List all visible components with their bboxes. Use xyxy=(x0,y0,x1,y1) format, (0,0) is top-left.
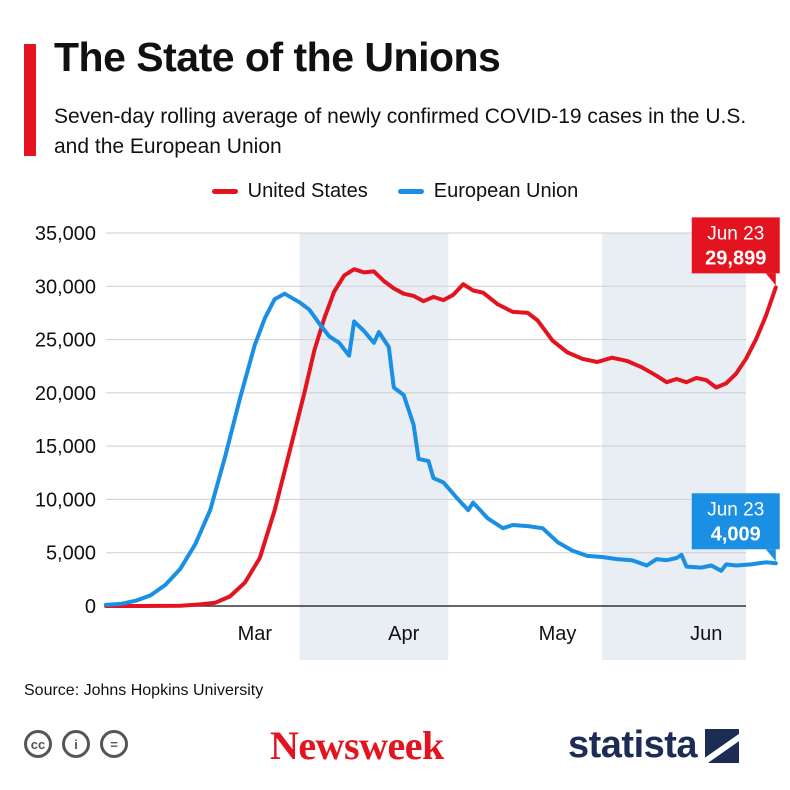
y-tick-label: 20,000 xyxy=(35,383,96,405)
statista-logo: statista xyxy=(568,724,740,767)
license-icons: cc i = xyxy=(24,730,128,758)
chart-subtitle: Seven-day rolling average of newly confi… xyxy=(54,105,747,158)
end-label-value-eu: 4,009 xyxy=(711,523,761,545)
series-line-us xyxy=(104,267,778,608)
legend-label-us: United States xyxy=(247,180,368,202)
x-tick-label: Apr xyxy=(388,623,419,645)
end-label-date-us: Jun 23 xyxy=(707,223,764,244)
end-label-pointer-eu xyxy=(765,549,776,562)
y-tick-label: 25,000 xyxy=(35,330,96,352)
x-tick-label: Jun xyxy=(690,623,722,645)
y-tick-label: 0 xyxy=(85,596,96,618)
legend-swatch-eu xyxy=(397,189,424,194)
legend-label-eu: European Union xyxy=(433,180,579,202)
statista-icon xyxy=(705,728,740,763)
chart-title: The State of the Unions xyxy=(54,34,501,80)
statista-wordmark: statista xyxy=(568,724,698,766)
end-label-value-us: 29,899 xyxy=(705,247,766,269)
end-label-pointer-us xyxy=(765,273,776,286)
end-label-box-us xyxy=(691,217,780,274)
source-note: Source: Johns Hopkins University xyxy=(24,682,264,699)
y-tick-label: 15,000 xyxy=(35,436,96,458)
x-tick-label: Mar xyxy=(238,623,273,645)
legend-item-eu: European Union xyxy=(397,180,579,203)
line-chart: 0 5,000 10,000 15,000 20,000 25,000 30,000 35,0… xyxy=(35,217,780,660)
accent-bar xyxy=(24,44,36,156)
end-label-date-eu: Jun 23 xyxy=(707,499,764,520)
newsweek-logo: Newsweek xyxy=(270,723,444,768)
x-tick-label: May xyxy=(539,623,577,645)
cc-icon: cc xyxy=(24,730,52,758)
legend-item-us: United States xyxy=(211,180,368,203)
y-tick-label: 35,000 xyxy=(35,223,96,245)
y-tick-label: 30,000 xyxy=(35,276,96,298)
legend: United States European Union xyxy=(0,180,790,203)
legend-swatch-us xyxy=(211,189,238,194)
nd-icon: = xyxy=(100,730,128,758)
y-tick-label: 5,000 xyxy=(46,543,96,565)
end-label-box-eu xyxy=(691,493,780,550)
series-line-eu xyxy=(104,291,778,607)
y-tick-label: 10,000 xyxy=(35,489,96,511)
by-icon: i xyxy=(62,730,90,758)
